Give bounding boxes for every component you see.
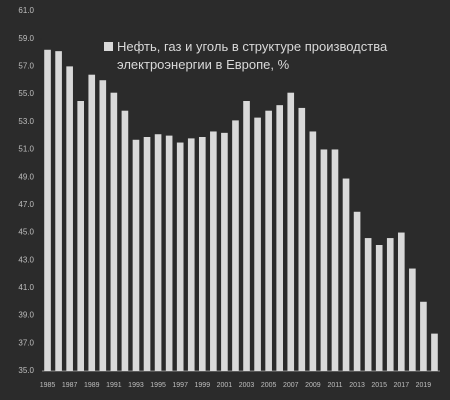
bar — [431, 333, 438, 371]
bar — [165, 135, 173, 371]
bar — [364, 238, 372, 371]
x-tick-label: 2013 — [349, 382, 365, 389]
bar — [309, 131, 317, 371]
bar — [44, 49, 51, 372]
bar — [331, 149, 339, 371]
x-tick-label: 2005 — [261, 382, 277, 389]
x-tick-label: 2003 — [239, 382, 255, 389]
bar — [221, 132, 228, 371]
y-tick-label: 47.0 — [18, 200, 34, 209]
bar — [254, 117, 261, 371]
bar — [143, 137, 151, 371]
y-tick-label: 61.0 — [18, 6, 34, 15]
bar — [88, 74, 96, 371]
bar — [298, 107, 306, 371]
bar — [276, 105, 284, 372]
y-tick-label: 35.0 — [18, 366, 34, 375]
y-tick-label: 59.0 — [18, 34, 34, 43]
bar — [375, 245, 383, 371]
x-tick-label: 1987 — [62, 382, 78, 389]
bar — [66, 66, 73, 371]
y-tick-label: 57.0 — [18, 61, 34, 70]
bar — [287, 92, 295, 371]
bar — [99, 80, 107, 371]
y-tick-label: 37.0 — [18, 338, 34, 347]
legend-key — [104, 42, 113, 51]
x-tick-label: 2001 — [217, 382, 233, 389]
x-tick-label: 1995 — [150, 382, 166, 389]
bar — [176, 142, 184, 371]
x-tick-label: 1991 — [106, 382, 122, 389]
y-tick-label: 53.0 — [18, 117, 34, 126]
y-tick-label: 51.0 — [18, 145, 34, 154]
bar — [265, 110, 272, 371]
bar — [353, 211, 361, 371]
y-tick-label: 43.0 — [18, 255, 34, 264]
bar — [187, 138, 195, 371]
bar — [409, 268, 416, 371]
bar — [320, 149, 328, 371]
y-tick-label: 45.0 — [18, 228, 34, 237]
legend: Нефть, газ и уголь в структуре производс… — [104, 38, 394, 74]
x-tick-label: 1985 — [40, 382, 56, 389]
y-tick-label: 55.0 — [18, 89, 34, 98]
bar — [342, 178, 350, 371]
bar — [397, 232, 405, 371]
bar — [110, 92, 118, 371]
bar — [420, 301, 427, 371]
x-tick-label: 2009 — [305, 382, 321, 389]
bar — [55, 51, 62, 372]
x-tick-label: 2011 — [327, 382, 342, 389]
x-tick-label: 1999 — [195, 382, 211, 389]
x-tick-label: 1997 — [172, 382, 188, 389]
bar — [198, 137, 206, 371]
x-tick-label: 1993 — [128, 382, 144, 389]
x-tick-label: 1989 — [84, 382, 100, 389]
x-tick-label: 2007 — [283, 382, 299, 389]
legend-label: Нефть, газ и уголь в структуре производс… — [117, 39, 388, 72]
bar — [210, 131, 217, 371]
bar — [77, 101, 85, 371]
bar — [232, 120, 239, 371]
y-tick-label: 49.0 — [18, 172, 34, 181]
y-tick-label: 39.0 — [18, 311, 34, 320]
x-tick-label: 2015 — [371, 382, 387, 389]
bar — [132, 139, 140, 371]
x-tick-label: 2017 — [394, 382, 410, 389]
bar — [386, 238, 394, 371]
bar — [121, 110, 129, 371]
bar — [154, 134, 162, 371]
y-tick-label: 41.0 — [18, 283, 34, 292]
x-tick-label: 2019 — [416, 382, 432, 389]
bar — [243, 101, 250, 371]
